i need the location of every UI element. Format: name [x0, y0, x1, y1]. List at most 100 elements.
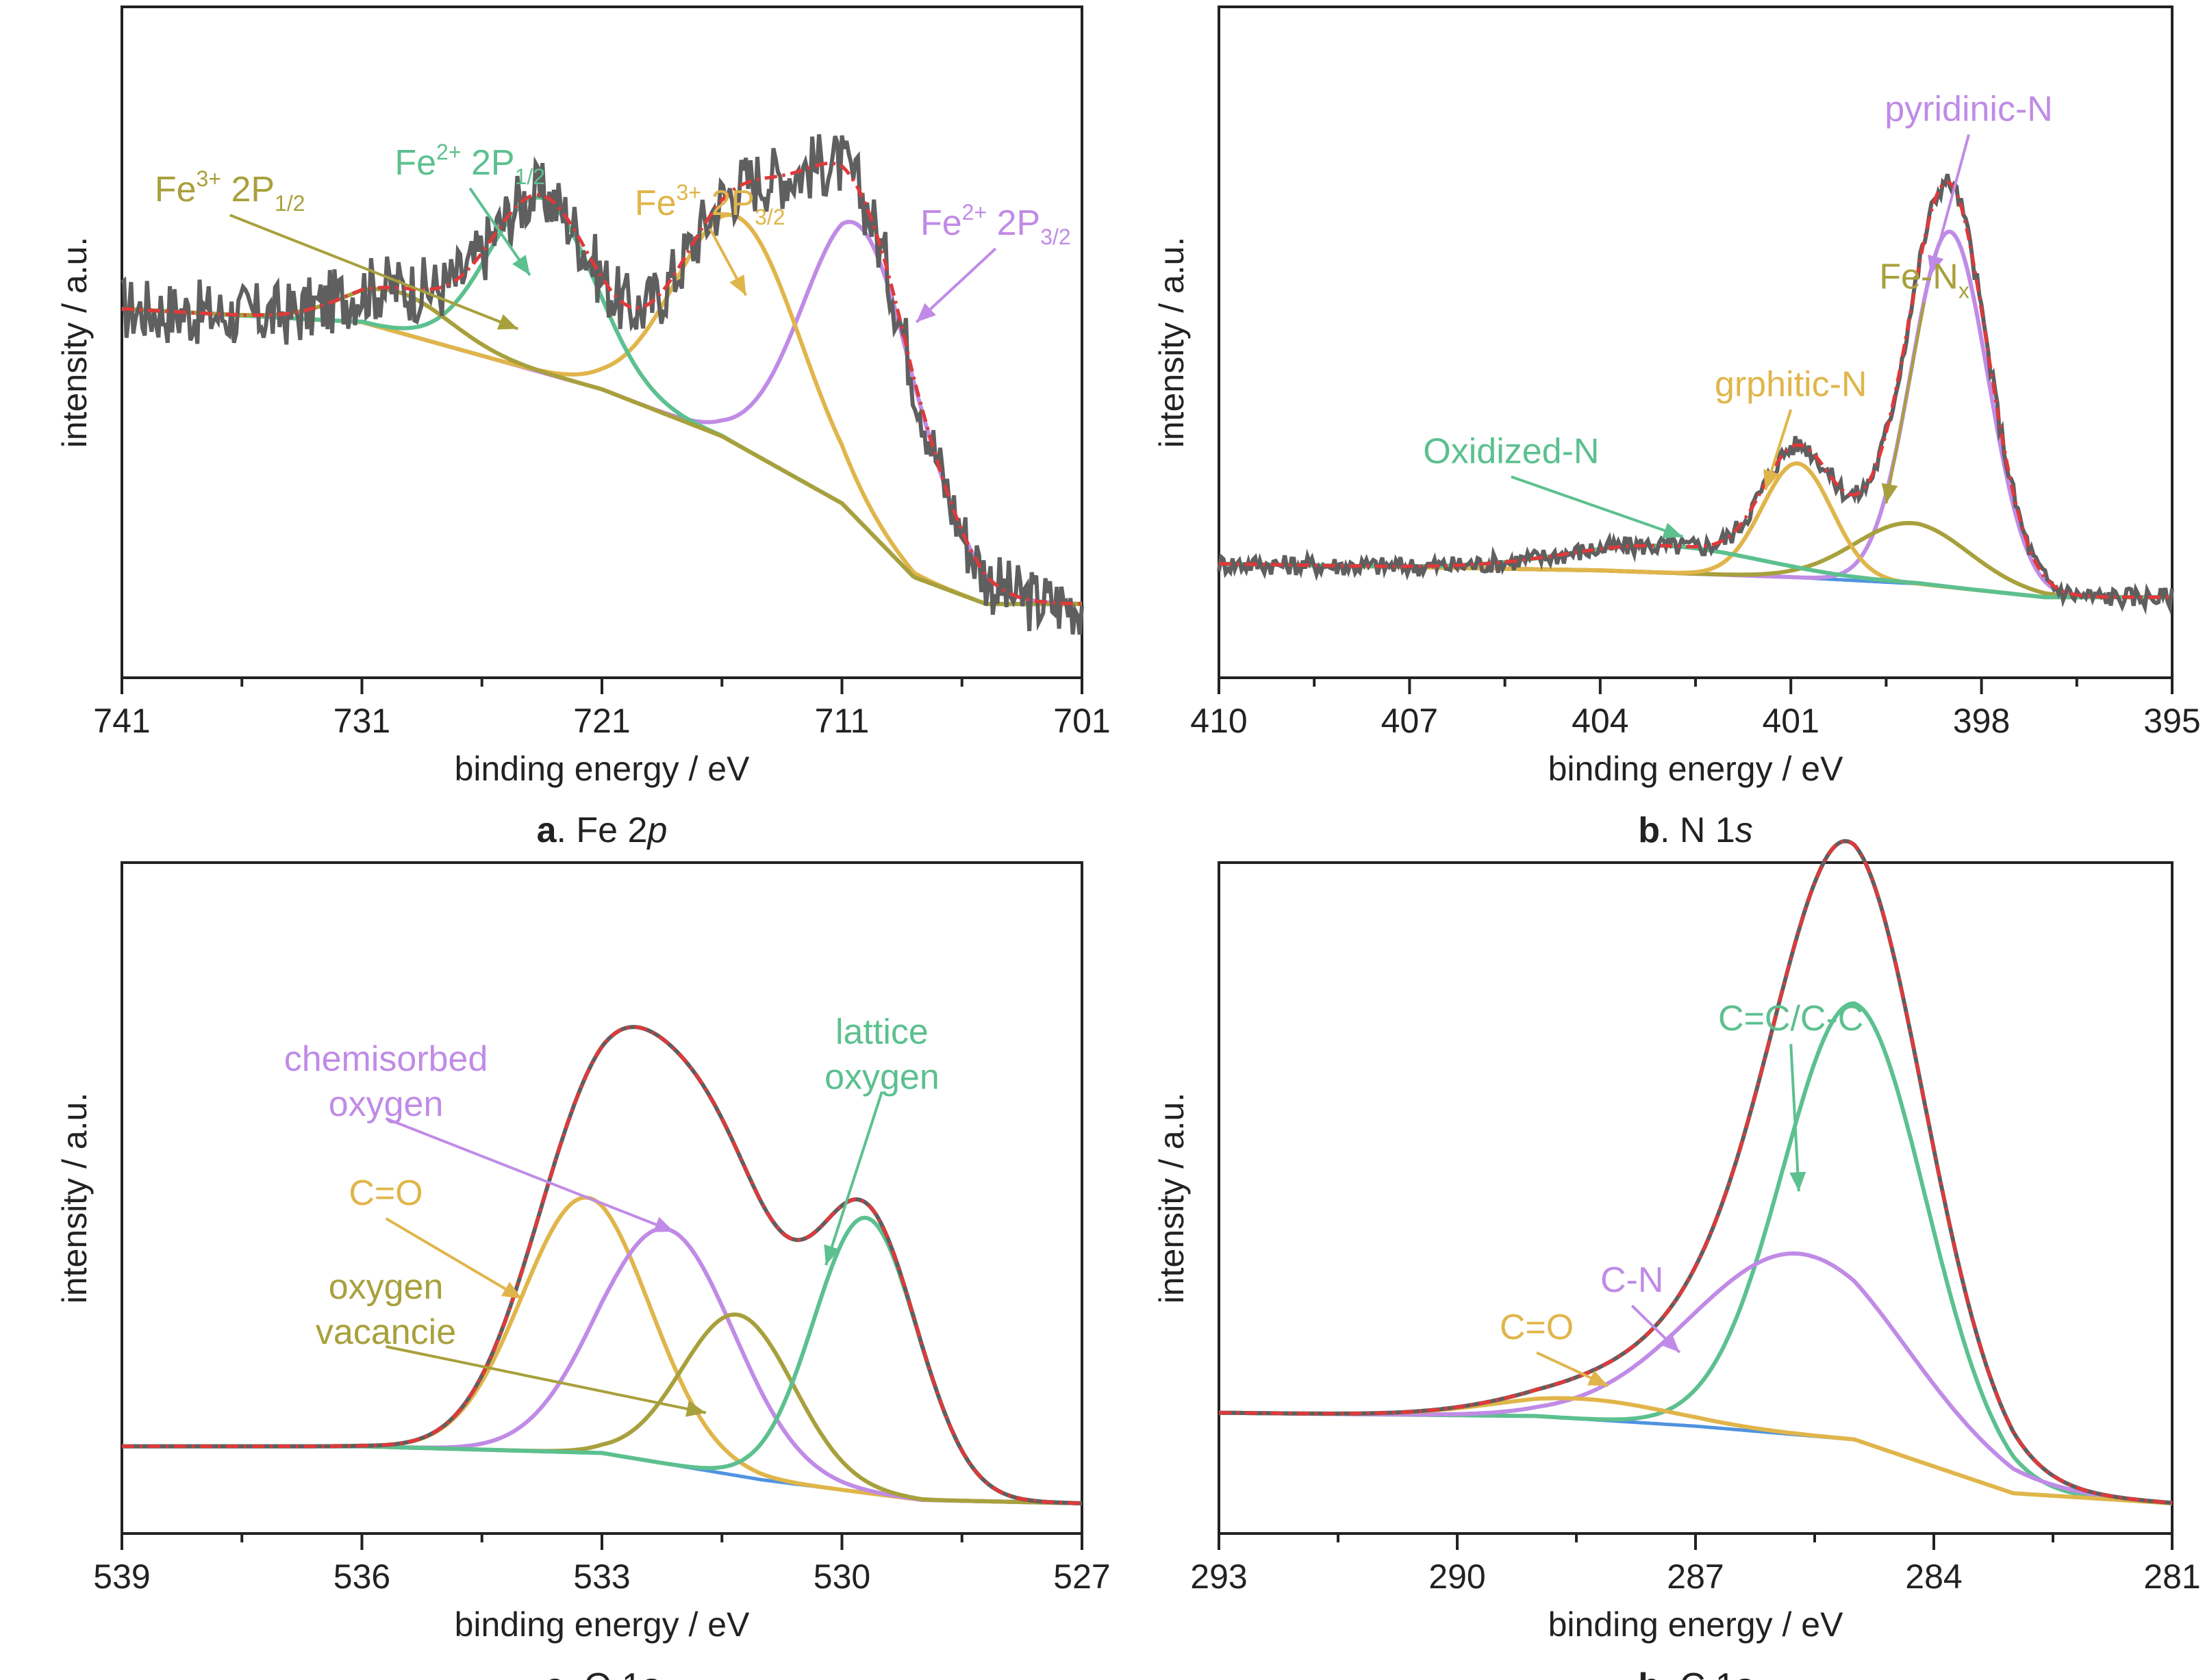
plot-frame — [121, 5, 1083, 679]
plot-frame — [121, 861, 1083, 1535]
plot-frame — [1218, 861, 2174, 1535]
annotation-arrowhead — [729, 275, 746, 296]
fit-envelope — [121, 161, 1082, 606]
x-axis-title: binding energy / eV — [455, 1605, 751, 1644]
annotation-arrowhead — [1881, 483, 1898, 504]
x-tick-label: 721 — [573, 702, 630, 740]
annotation-label: C=O — [1500, 1308, 1574, 1347]
panel-caption: b. C 1s — [1638, 1666, 1753, 1680]
annotation-arrowhead — [1789, 1171, 1806, 1192]
annotation-label: C=C/C-C — [1718, 999, 1863, 1039]
annotation-arrowhead — [1660, 1333, 1680, 1353]
annotation-label: Fe3+ 2P1/2 — [155, 166, 305, 216]
annotation-label: Fe2+ 2P1/2 — [394, 140, 545, 189]
x-tick-label: 530 — [814, 1557, 870, 1596]
x-tick-label: 536 — [333, 1557, 390, 1596]
y-axis-title: intensity / a.u. — [1152, 1093, 1191, 1304]
annotation-arrow — [824, 1091, 883, 1266]
x-tick-label: 539 — [93, 1557, 150, 1596]
annotation-arrowhead — [512, 255, 530, 275]
x-tick-label: 701 — [1053, 702, 1110, 740]
panel-caption: b. N 1s — [1638, 811, 1753, 850]
annotation-label-line2: oxygen — [329, 1084, 444, 1124]
annotation-arrowhead — [916, 303, 936, 322]
annotation-arrow — [386, 1345, 707, 1414]
x-tick-label: 284 — [1905, 1557, 1962, 1596]
annotation-arrow — [229, 214, 519, 331]
annotation-arrowhead — [1662, 522, 1683, 539]
x-tick-label: 398 — [1953, 702, 2010, 740]
panel-caption: a. Fe 2p — [537, 811, 668, 850]
annotation-label: chemisorbed — [284, 1039, 488, 1079]
x-tick-label: 293 — [1190, 1557, 1247, 1596]
component-peak-green — [1219, 1001, 2173, 1505]
y-axis-title: intensity / a.u. — [1152, 237, 1191, 448]
x-tick-label: 404 — [1572, 702, 1628, 740]
x-tick-label: 731 — [333, 702, 390, 740]
x-tick-label: 533 — [573, 1557, 630, 1596]
x-tick-label: 281 — [2143, 1557, 2200, 1596]
panel-b-n1s: 410 407 404 401 398 395 binding energy / eV int… — [1152, 5, 2201, 850]
panel-d-c1s: 293 290 287 284 281 binding energy / eV intens… — [1152, 839, 2201, 1680]
fit-envelope — [122, 1025, 1083, 1505]
x-tick-label: 287 — [1667, 1557, 1724, 1596]
annotation-label: C-N — [1600, 1260, 1663, 1300]
annotation-label-line2: oxygen — [824, 1058, 940, 1097]
annotation-arrow — [1789, 1043, 1800, 1192]
annotation-arrowhead — [685, 1401, 706, 1417]
x-axis-title: binding energy / eV — [1548, 1605, 1844, 1644]
component-peak-green — [121, 195, 1082, 607]
component-peak-purple — [1219, 1251, 2173, 1505]
annotation-arrowhead — [653, 1217, 675, 1232]
annotation-arrowhead — [1928, 254, 1944, 275]
fit-envelope — [1218, 180, 2172, 599]
annotation-label: oxygen — [329, 1267, 444, 1307]
x-tick-label: 410 — [1190, 702, 1247, 740]
component-peak-green — [122, 1215, 1083, 1505]
annotation-label: pyridinic-N — [1885, 90, 2053, 129]
x-tick-label: 401 — [1762, 702, 1819, 740]
annotation-label-line2: vacancie — [316, 1312, 456, 1352]
annotation-arrow — [385, 1217, 523, 1300]
x-tick-label: 711 — [815, 702, 870, 740]
component-peak-gold — [122, 1195, 1083, 1505]
raw-spectrum — [1217, 173, 2174, 615]
component-peak-olive — [122, 1312, 1083, 1505]
x-axis-title: binding energy / eV — [1548, 750, 1844, 788]
panel-a-fe2p: 741 731 721 711 701 binding energy / eV intens… — [55, 5, 1111, 850]
raw-spectrum — [1219, 839, 2173, 1505]
component-peak-gold — [1218, 461, 2172, 600]
annotation-arrowhead — [1587, 1370, 1609, 1386]
annotation-arrow — [1511, 475, 1684, 539]
panel-caption: c. O 1s — [544, 1666, 659, 1680]
annotation-arrow — [385, 1117, 675, 1233]
x-axis-title: binding energy / eV — [455, 750, 751, 788]
x-tick-label: 395 — [2143, 702, 2200, 740]
annotation-label: Fe3+ 2P3/2 — [635, 180, 785, 229]
x-tick-label: 741 — [93, 702, 150, 740]
component-peak-purple — [122, 1226, 1083, 1505]
annotation-arrowhead — [824, 1244, 840, 1265]
raw-spectrum — [122, 1025, 1083, 1505]
annotation-label: Fe-Nx — [1879, 257, 1969, 303]
y-axis-title: intensity / a.u. — [55, 237, 94, 448]
annotation-label: C=O — [349, 1173, 423, 1213]
annotation-label: lattice — [835, 1013, 929, 1052]
annotation-label: Fe2+ 2P3/2 — [920, 200, 1071, 249]
x-tick-label: 527 — [1053, 1557, 1110, 1596]
y-axis-title: intensity / a.u. — [55, 1093, 94, 1304]
annotation-arrow — [1929, 134, 1970, 276]
annotation-arrow — [1885, 302, 1926, 504]
annotation-label: Oxidized-N — [1423, 431, 1599, 471]
fit-envelope — [1219, 839, 2173, 1505]
raw-spectrum — [121, 134, 1084, 635]
x-tick-label: 290 — [1428, 1557, 1485, 1596]
background-curve — [1219, 1411, 2173, 1505]
annotation-arrowhead — [501, 1282, 522, 1299]
annotation-label: grphitic-N — [1715, 364, 1867, 404]
panel-c-o1s: 539 536 533 530 527 binding energy / eV intens… — [55, 861, 1111, 1680]
x-tick-label: 407 — [1381, 702, 1438, 740]
annotation-arrowhead — [1763, 469, 1779, 490]
annotation-arrowhead — [496, 314, 518, 330]
